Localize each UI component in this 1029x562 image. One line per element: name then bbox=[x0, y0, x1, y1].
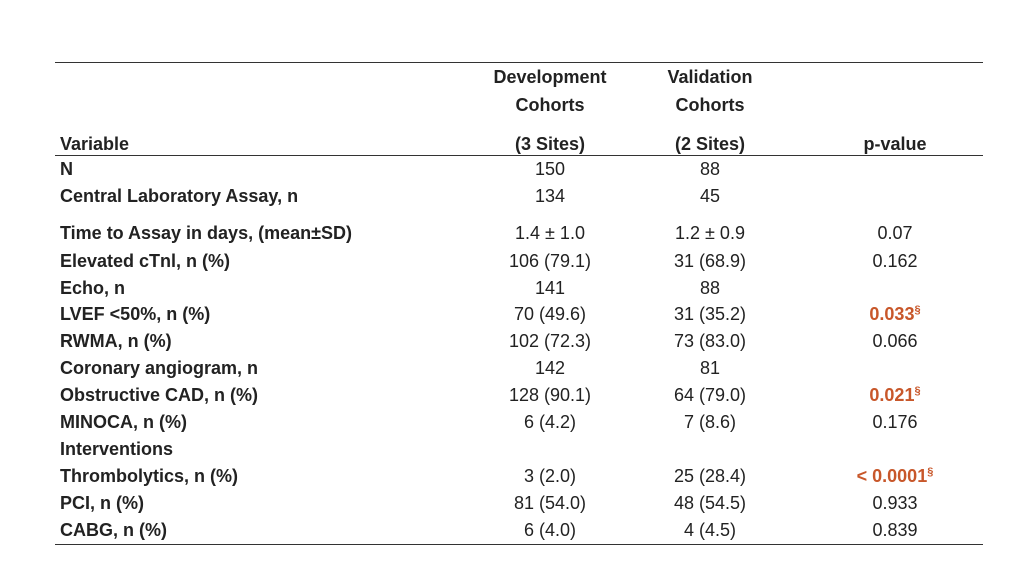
row-variable: Coronary angiogram, n bbox=[60, 358, 259, 378]
row-validation-value: 73 (83.0) bbox=[673, 331, 747, 351]
row-pvalue-cell: 0.033§ bbox=[820, 303, 970, 325]
row-validation-value: 45 bbox=[699, 186, 721, 206]
row-variable: N bbox=[60, 159, 73, 179]
row-variable: Obstructive CAD, n (%) bbox=[60, 385, 259, 405]
row-pvalue-cell: 0.933 bbox=[872, 493, 918, 513]
row-variable: Central Laboratory Assay, n bbox=[60, 186, 299, 206]
table-top-rule bbox=[55, 62, 983, 63]
significant-pvalue: 0.021 bbox=[869, 385, 915, 405]
row-development-value: 3 (2.0) bbox=[523, 466, 577, 486]
row-validation-value: 1.2 ± 0.9 bbox=[675, 223, 745, 243]
row-variable: CABG, n (%) bbox=[60, 520, 167, 540]
row-validation-value: 31 (68.9) bbox=[673, 251, 747, 271]
header-validation-line1: Validation bbox=[667, 67, 753, 87]
row-pvalue-cell: 0.176 bbox=[872, 412, 918, 432]
row-variable: MINOCA, n (%) bbox=[60, 412, 187, 432]
row-development-value: 6 (4.2) bbox=[523, 412, 577, 432]
header-validation-line2: Cohorts bbox=[675, 95, 745, 115]
significant-pvalue: 0.033 bbox=[869, 304, 915, 324]
row-pvalue-cell: 0.162 bbox=[872, 251, 918, 271]
header-development-line1: Development bbox=[493, 67, 607, 87]
row-variable: Interventions bbox=[60, 439, 174, 459]
row-development-value: 6 (4.0) bbox=[523, 520, 577, 540]
significance-marker: § bbox=[914, 304, 921, 316]
header-development-line2: Cohorts bbox=[515, 95, 585, 115]
row-validation-value: 48 (54.5) bbox=[673, 493, 747, 513]
row-development-value: 106 (79.1) bbox=[508, 251, 592, 271]
significance-marker: § bbox=[927, 466, 934, 478]
row-pvalue-cell: 0.066 bbox=[872, 331, 918, 351]
significant-pvalue: < 0.0001 bbox=[856, 466, 928, 486]
header-development-line3: (3 Sites) bbox=[514, 134, 586, 154]
table-bottom-rule bbox=[55, 544, 983, 545]
results-table: Development Cohorts (3 Sites) Validation… bbox=[55, 62, 983, 546]
row-variable: LVEF <50%, n (%) bbox=[60, 304, 211, 324]
row-validation-value: 88 bbox=[699, 159, 721, 179]
row-variable: Thrombolytics, n (%) bbox=[60, 466, 239, 486]
row-variable: RWMA, n (%) bbox=[60, 331, 172, 351]
row-development-value: 81 (54.0) bbox=[513, 493, 587, 513]
row-validation-value: 4 (4.5) bbox=[683, 520, 737, 540]
row-validation-value: 81 bbox=[699, 358, 721, 378]
significance-marker: § bbox=[914, 385, 921, 397]
row-development-value: 141 bbox=[534, 278, 566, 298]
row-validation-value: 31 (35.2) bbox=[673, 304, 747, 324]
row-development-value: 102 (72.3) bbox=[508, 331, 592, 351]
row-variable: PCI, n (%) bbox=[60, 493, 144, 513]
row-validation-value: 25 (28.4) bbox=[673, 466, 747, 486]
header-variable: Variable bbox=[60, 134, 130, 154]
header-rule bbox=[55, 155, 983, 156]
row-development-value: 142 bbox=[534, 358, 566, 378]
row-variable: Time to Assay in days, (mean±SD) bbox=[60, 223, 352, 243]
row-pvalue-cell: 0.07 bbox=[877, 223, 913, 243]
header-validation-line3: (2 Sites) bbox=[674, 134, 746, 154]
row-validation-value: 64 (79.0) bbox=[673, 385, 747, 405]
row-pvalue-cell: < 0.0001§ bbox=[820, 465, 970, 487]
row-development-value: 134 bbox=[534, 186, 566, 206]
row-validation-value: 88 bbox=[699, 278, 721, 298]
row-development-value: 1.4 ± 1.0 bbox=[515, 223, 585, 243]
row-development-value: 128 (90.1) bbox=[508, 385, 592, 405]
row-pvalue-cell: 0.839 bbox=[872, 520, 918, 540]
row-development-value: 70 (49.6) bbox=[513, 304, 587, 324]
row-variable: Echo, n bbox=[60, 278, 126, 298]
row-variable: Elevated cTnl, n (%) bbox=[60, 251, 231, 271]
row-validation-value: 7 (8.6) bbox=[683, 412, 737, 432]
row-pvalue-cell: 0.021§ bbox=[820, 384, 970, 406]
row-development-value: 150 bbox=[534, 159, 566, 179]
header-pvalue: p-value bbox=[863, 134, 927, 154]
